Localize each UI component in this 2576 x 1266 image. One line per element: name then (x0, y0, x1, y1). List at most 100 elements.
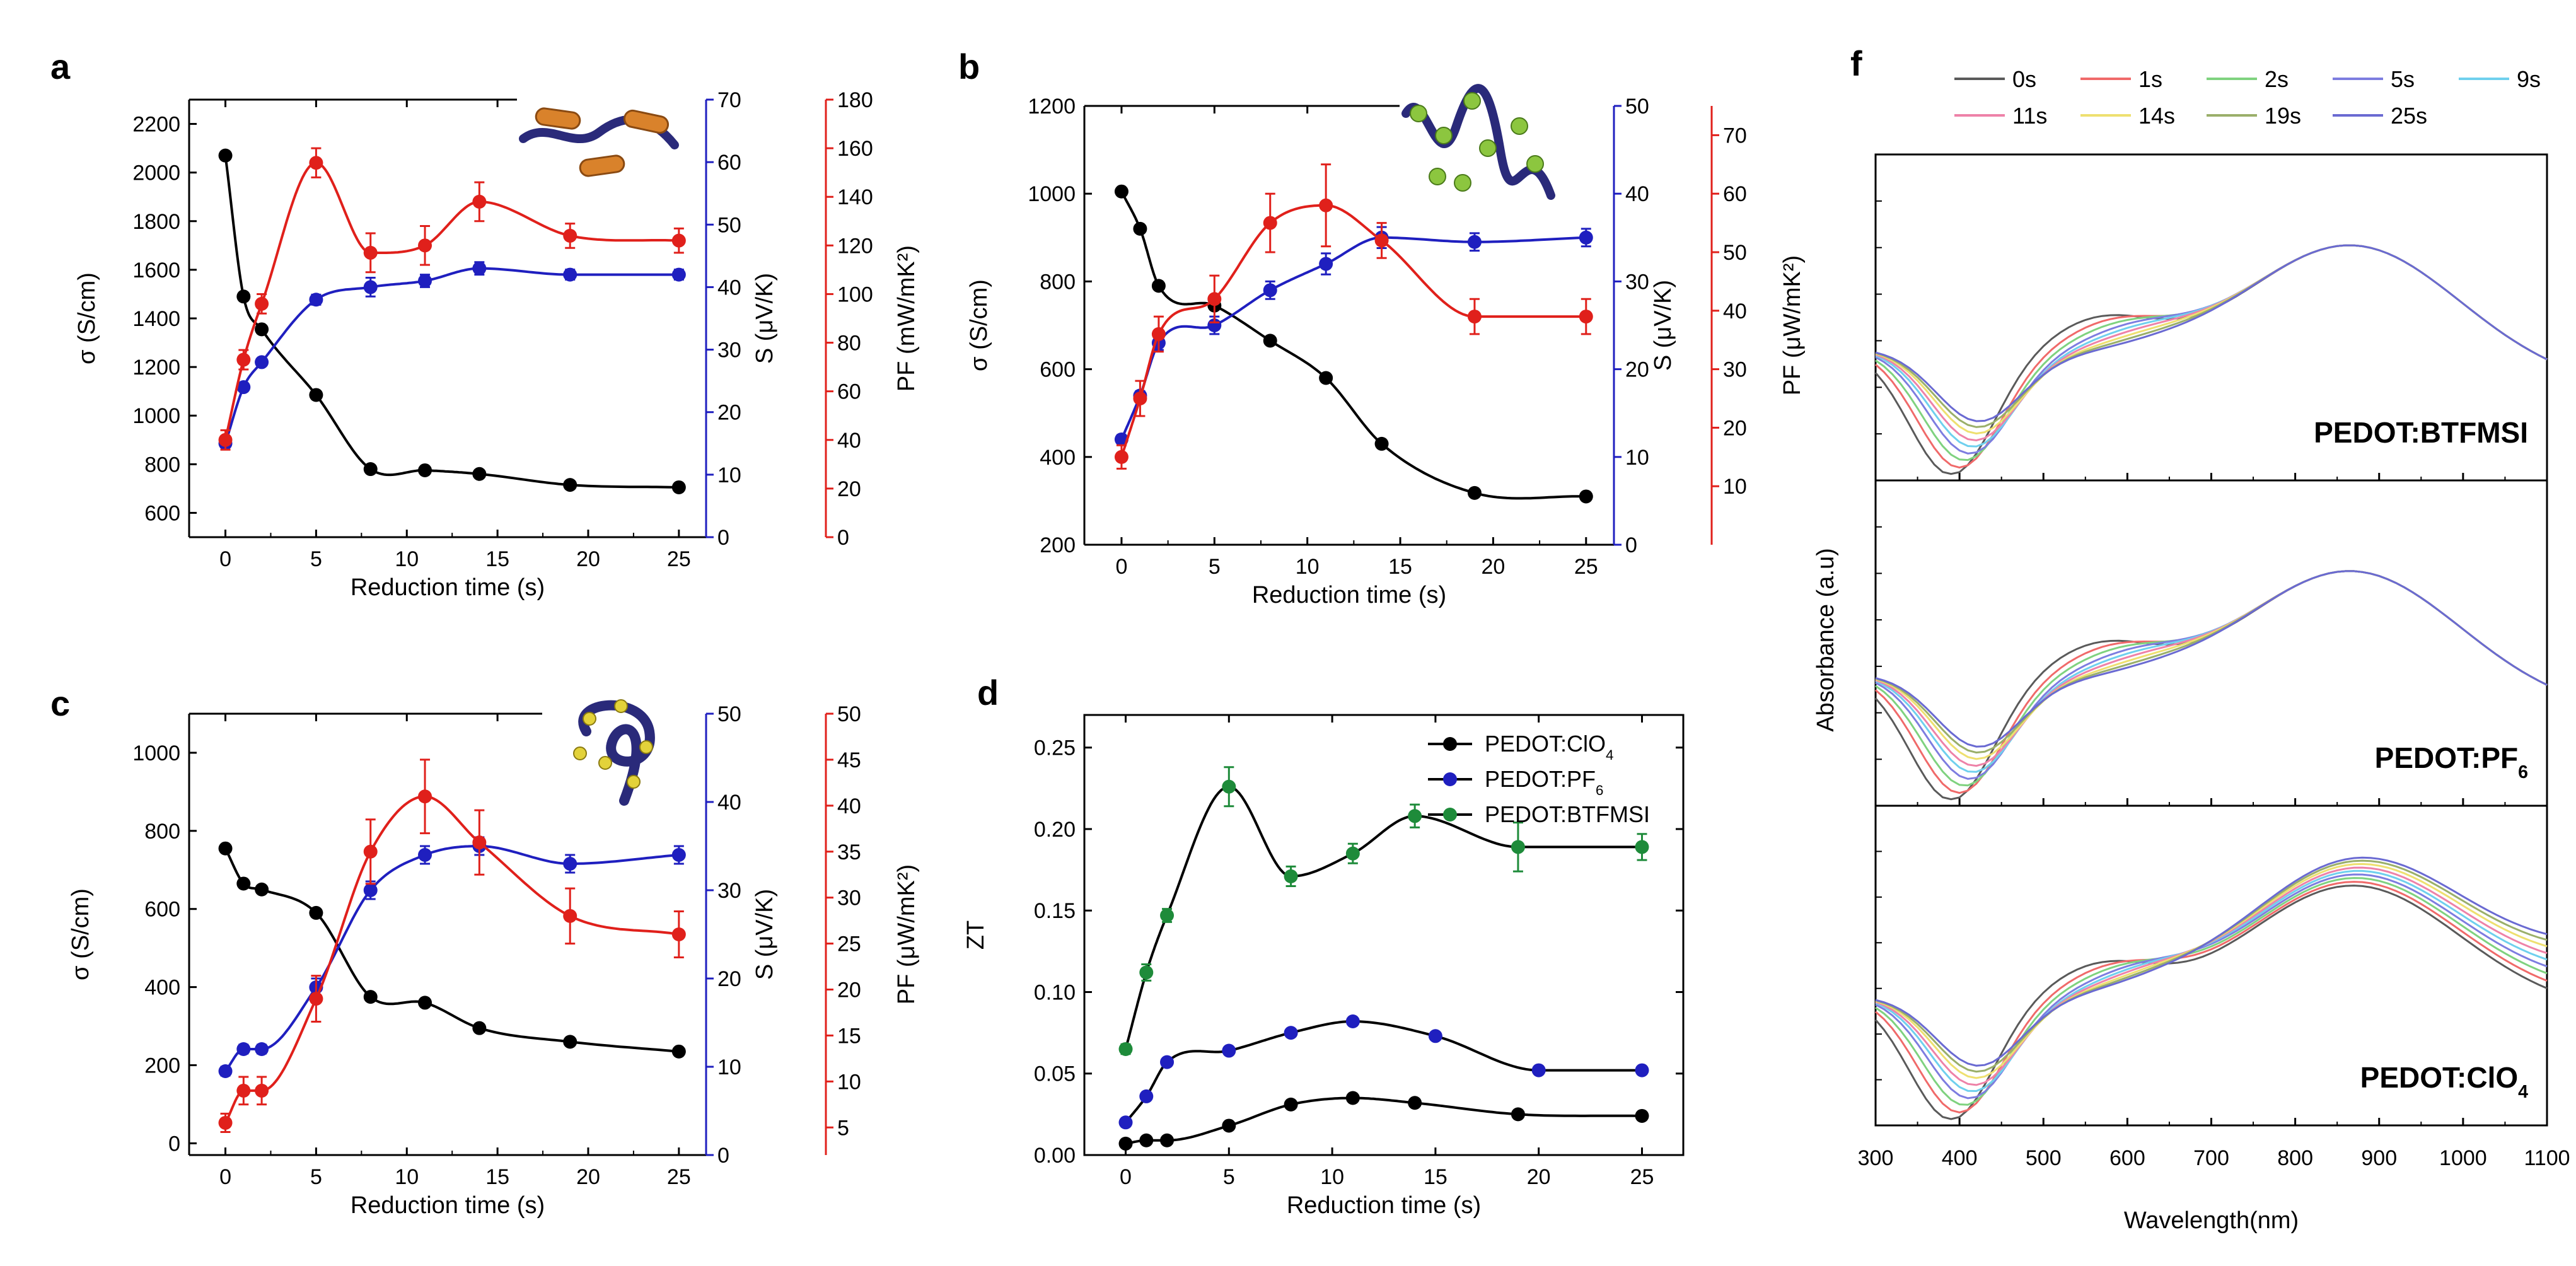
right-tick-label: 10 (837, 1070, 861, 1094)
mid-axis-title: S (μV/K) (1650, 280, 1676, 371)
zt-data-point (1531, 1063, 1546, 1077)
x-tick-label: 5 (310, 547, 322, 571)
right-tick-label: 45 (837, 748, 861, 772)
x-tick-label: 5 (1223, 1165, 1235, 1189)
data-point-right (363, 245, 378, 260)
left-axis-title: σ (S/cm) (67, 888, 94, 980)
x-axis-title: Reduction time (s) (351, 1192, 545, 1219)
data-point-mid (309, 293, 323, 307)
x-axis-title: Reduction time (s) (1287, 1192, 1481, 1219)
left-tick-label: 400 (144, 976, 180, 1000)
zt-data-point (1139, 965, 1154, 980)
data-point-left (255, 882, 269, 897)
mid-tick-label: 30 (717, 339, 741, 363)
data-point-right (309, 156, 323, 170)
zt-data-point (1118, 1115, 1133, 1130)
left-tick-label: 1000 (1028, 182, 1076, 206)
mid-tick-label: 50 (717, 702, 741, 726)
mid-tick-label: 30 (1625, 270, 1649, 294)
legend-label-main: PEDOT:BTFMSI (1485, 801, 1650, 827)
panel-label: f (1850, 44, 1862, 83)
data-point-left (236, 876, 251, 891)
data-point-left (255, 322, 269, 337)
left-tick-label: 1200 (132, 356, 180, 380)
data-point-mid (671, 267, 686, 282)
y-tick-label: 0.25 (1034, 736, 1076, 760)
zt-data-point (1511, 1107, 1525, 1122)
left-tick-label: 1200 (1028, 95, 1076, 119)
data-point-left (1319, 371, 1333, 385)
mid-tick-label: 0 (717, 526, 729, 550)
subpanel-label-main: PEDOT:BTFMSI (2314, 416, 2528, 449)
data-point-mid (671, 848, 686, 862)
zt-data-point (1139, 1133, 1154, 1147)
left-tick-label: 0 (168, 1132, 180, 1156)
right-axis-title: PF (μW/mK²) (1779, 255, 1806, 395)
subpanel-label: PEDOT:BTFMSI (2314, 416, 2528, 449)
spectrum-curve (1875, 873, 2548, 1100)
right-tick-label: 60 (1723, 182, 1747, 206)
zt-data-point (1408, 1096, 1422, 1110)
data-point-mid (218, 1064, 233, 1078)
left-tick-label: 200 (144, 1054, 180, 1078)
legend-marker (1443, 808, 1457, 822)
x-axis-title: Reduction time (s) (351, 574, 545, 601)
schematic-inset-b (1401, 84, 1555, 200)
data-point-right (418, 238, 432, 253)
legend-label: PEDOT:PF6 (1485, 766, 1603, 798)
right-tick-label: 180 (837, 88, 873, 112)
zt-data-point (1284, 1026, 1298, 1040)
x-tick-label: 15 (485, 547, 509, 571)
right-tick-label: 20 (837, 477, 861, 501)
data-point-right (309, 992, 323, 1006)
left-axis-title: σ (S/cm) (966, 279, 992, 371)
panel-label: d (977, 673, 999, 712)
data-point-right (236, 1083, 251, 1098)
mid-tick-label: 20 (717, 401, 741, 425)
right-tick-label: 40 (837, 794, 861, 818)
x-tick-label: 0 (1120, 1165, 1132, 1189)
series-line-mid (224, 267, 679, 444)
right-tick-label: 160 (837, 137, 873, 161)
data-point-left (1467, 485, 1482, 500)
mid-tick-label: 0 (717, 1144, 729, 1168)
left-tick-label: 2200 (132, 113, 180, 137)
y-axis-title: ZT (963, 920, 989, 950)
data-point-mid (363, 280, 378, 294)
legend-label-main: PEDOT:ClO (1485, 731, 1606, 757)
legend-label: 14s (2138, 103, 2175, 129)
panel-label: a (50, 47, 71, 86)
x-tick-label: 25 (667, 547, 691, 571)
data-point-right (255, 1083, 269, 1098)
x-tick-label: 600 (2109, 1146, 2145, 1170)
data-point-mid (472, 261, 487, 276)
zt-data-point (1160, 908, 1175, 922)
right-tick-label: 70 (1723, 124, 1747, 148)
panel-f: f 0s 1s 2s 5s 9s 11s 14s 19s 25s PEDOT:BTFMSI PEDOT… (1813, 44, 2570, 1234)
y-tick-label: 0.00 (1034, 1144, 1076, 1168)
data-point-left (563, 1035, 577, 1049)
data-point-right (1467, 310, 1482, 324)
legend-label: 9s (2517, 66, 2541, 92)
data-point-right (1133, 392, 1147, 405)
x-tick-label: 5 (1209, 555, 1221, 579)
zt-data-point (1428, 1029, 1442, 1043)
subpanel-label-sub: 4 (2518, 1082, 2528, 1102)
y-tick-label: 0.10 (1034, 980, 1076, 1004)
data-point-right (563, 228, 577, 243)
mid-tick-label: 0 (1625, 533, 1637, 557)
legend-label: PEDOT:BTFMSI (1485, 801, 1650, 827)
data-point-mid (363, 883, 378, 897)
panel-label: c (50, 683, 70, 723)
zt-data-point (1345, 1014, 1360, 1029)
left-tick-label: 1400 (132, 307, 180, 331)
right-tick-label: 140 (837, 185, 873, 209)
y-tick-label: 0.15 (1034, 899, 1076, 923)
x-tick-label: 0 (219, 1165, 231, 1189)
data-point-left (363, 462, 378, 477)
x-tick-label: 0 (219, 547, 231, 571)
right-tick-label: 30 (837, 886, 861, 910)
data-point-mid (418, 848, 432, 862)
spectrum-curve (1875, 570, 2548, 760)
